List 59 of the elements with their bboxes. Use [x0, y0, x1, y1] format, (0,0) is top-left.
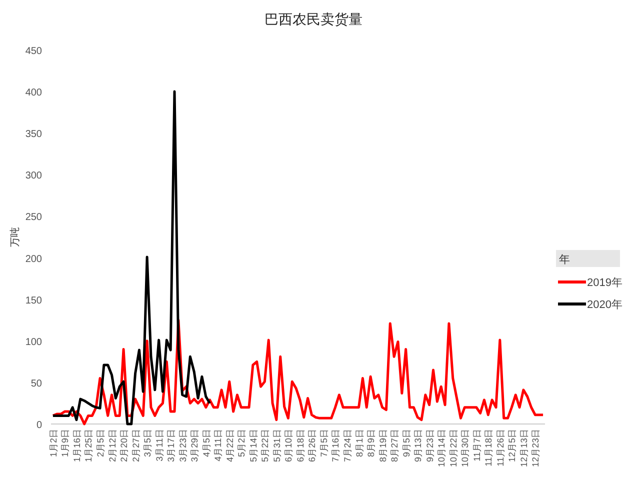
x-tick-label: 10月22日 — [448, 429, 458, 468]
x-tick-label: 1月25日 — [84, 429, 94, 462]
x-tick-label: 4月11日 — [213, 429, 224, 462]
x-tick-label: 6月18日 — [295, 429, 306, 462]
x-tick-label: 3月29日 — [190, 429, 200, 462]
x-tick-label: 7月16日 — [330, 429, 341, 462]
x-tick-label: 4月5日 — [201, 429, 212, 458]
x-tick-label: 12月23日 — [530, 429, 541, 468]
y-tick-label: 100 — [25, 336, 42, 348]
y-tick-label: 200 — [25, 254, 42, 265]
x-tick-label: 7月5日 — [318, 429, 329, 458]
x-tick-label: 11月18日 — [484, 429, 494, 466]
x-tick-label: 3月11日 — [154, 429, 164, 462]
line-series — [52, 90, 212, 426]
x-tick-label: 10月14日 — [436, 429, 447, 468]
x-tick-label: 9月13日 — [413, 429, 424, 462]
x-tick-label: 4月22日 — [224, 429, 235, 462]
legend-label: 2019年 — [587, 277, 622, 289]
x-tick-label: 2月12日 — [107, 429, 118, 462]
x-tick-label: 1月2日 — [48, 429, 58, 458]
y-tick-label: 400 — [25, 88, 42, 99]
y-tick-label: 0 — [36, 420, 42, 431]
x-tick-label: 9月5日 — [401, 429, 412, 458]
x-tick-label: 8月19日 — [378, 429, 388, 462]
x-tick-label: 8月1日 — [354, 429, 364, 458]
x-tick-label: 1月16日 — [72, 429, 82, 462]
y-tick-label: 150 — [25, 295, 42, 306]
x-tick-label: 6月10日 — [284, 429, 294, 462]
y-tick-label: 250 — [25, 212, 42, 224]
x-tick-label: 12月5日 — [507, 429, 518, 462]
x-tick-label: 2月27日 — [130, 429, 141, 462]
x-tick-label: 6月26日 — [307, 429, 318, 462]
y-tick-label: 300 — [25, 170, 42, 182]
y-tick-label: 350 — [25, 129, 42, 140]
x-tick-label: 8月27日 — [390, 429, 400, 462]
x-tick-label: 1月9日 — [60, 429, 70, 458]
y-axis-title: 万吨 — [9, 227, 21, 247]
x-tick-label: 2月20日 — [119, 429, 130, 462]
chart-title: 巴西农民卖货量 — [264, 11, 362, 27]
x-tick-label: 8月9日 — [366, 429, 376, 458]
x-tick-label: 12月13日 — [518, 429, 529, 468]
x-tick-label: 3月23日 — [178, 429, 188, 462]
y-tick-label: 50 — [30, 378, 42, 390]
x-tick-label: 5月2日 — [236, 429, 247, 458]
x-tick-label: 5月31日 — [272, 429, 282, 462]
x-tick-label: 5月14日 — [248, 429, 258, 462]
x-tick-label: 11月26日 — [495, 429, 506, 466]
legend-title: 年 — [559, 254, 570, 266]
line-series — [52, 318, 544, 426]
x-tick-label: 3月5日 — [142, 429, 153, 458]
x-tick-label: 3月17日 — [166, 429, 176, 462]
x-tick-label: 5月22日 — [260, 429, 270, 462]
x-tick-label: 9月23日 — [424, 429, 435, 462]
legend-label: 2020年 — [587, 299, 622, 311]
x-tick-label: 10月30日 — [460, 429, 470, 468]
x-tick-label: 11月7日 — [472, 429, 482, 462]
x-tick-label: 2月5日 — [96, 429, 106, 458]
y-tick-label: 450 — [25, 46, 42, 57]
x-tick-label: 7月24日 — [342, 429, 353, 462]
